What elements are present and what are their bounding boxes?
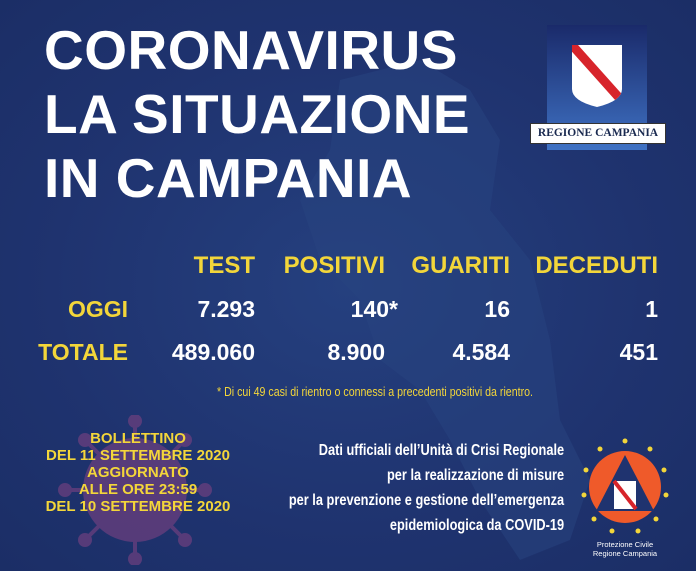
protezione-label-line-1: Protezione Civile [596,540,654,549]
oggi-guariti: 16 [484,296,510,322]
header-guariti: GUARITI [411,252,510,279]
bulletin-info: BOLLETTINO DEL 11 SETTEMBRE 2020 AGGIORN… [28,430,248,515]
protezione-civile-logo: Protezione Civile Regione Campania [580,435,670,560]
info-line-1: Dati ufficiali dell’Unità di Crisi Regio… [318,442,564,459]
bulletin-line-2: DEL 11 SETTEMBRE 2020 [46,447,230,464]
footnote: * Di cui 49 casi di rientro o connessi a… [217,385,533,399]
campania-map-silhouette [300,60,590,560]
virus-icon [58,415,212,565]
regione-campania-label: REGIONE CAMPANIA [530,123,666,144]
protezione-civile-label: Protezione Civile Regione Campania [580,540,670,558]
page-title: CORONAVIRUS LA SITUAZIONE IN CAMPANIA [44,18,470,210]
oggi-deceduti: 1 [645,296,658,322]
bulletin-line-3: AGGIORNATO [87,464,189,481]
bulletin-line-4: ALLE ORE 23:59 [78,481,198,498]
title-line-3: IN CAMPANIA [44,147,413,209]
title-line-2: LA SITUAZIONE [44,83,471,145]
bulletin-line-5: DEL 10 SETTEMBRE 2020 [45,498,231,515]
row-label-totale: TOTALE [38,339,128,365]
regione-campania-logo: REGIONE CAMPANIA [530,25,666,150]
official-data-note: Dati ufficiali dell’Unità di Crisi Regio… [289,438,564,538]
header-positivi: POSITIVI [283,252,385,279]
info-line-3: per la prevenzione e gestione dell’emerg… [288,492,564,509]
bulletin-line-1: BOLLETTINO [90,430,186,447]
shield-icon [572,45,622,107]
title-line-1: CORONAVIRUS [44,19,458,81]
info-line-2: per la realizzazione di misure [386,467,564,484]
header-deceduti: DECEDUTI [535,252,658,279]
oggi-test: 7.293 [197,296,255,322]
totale-deceduti: 451 [619,339,658,365]
row-label-oggi: OGGI [67,296,128,322]
totale-test: 489.060 [171,339,255,365]
totale-guariti: 4.584 [452,339,510,365]
protezione-civile-emblem-icon [581,438,669,534]
oggi-positivi: 140* [350,296,398,322]
info-line-4: epidemiologica da COVID-19 [389,517,564,534]
header-test: TEST [193,252,255,279]
totale-positivi: 8.900 [327,339,385,365]
protezione-label-line-2: Regione Campania [592,549,658,558]
